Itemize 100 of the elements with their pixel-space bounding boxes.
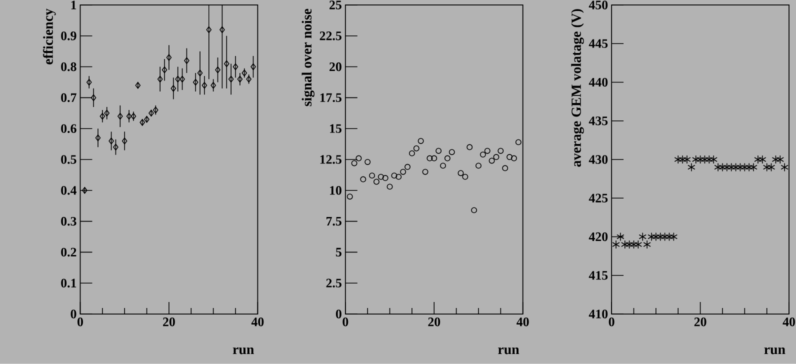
y-tick-label: 435 <box>588 116 608 126</box>
point <box>408 150 415 156</box>
x-axis-title: run <box>498 347 520 354</box>
y-tick-label: 0 <box>336 310 342 318</box>
point <box>95 134 101 142</box>
point <box>386 184 393 190</box>
point <box>184 57 190 64</box>
point <box>382 175 388 182</box>
point <box>113 144 118 151</box>
point <box>246 76 252 83</box>
point <box>440 162 446 169</box>
y-tick-label: 0.7 <box>61 93 76 102</box>
y-tick-label: 430 <box>588 155 608 164</box>
y-tick-label: 410 <box>588 310 608 318</box>
point <box>220 26 225 34</box>
point <box>82 187 88 194</box>
point <box>250 63 256 70</box>
point <box>422 168 428 175</box>
x-tick-label: 0 <box>342 318 348 326</box>
y-axis-title: signal over noise <box>302 8 314 106</box>
point <box>750 162 758 172</box>
point <box>108 138 114 144</box>
y-axis-title: efficiency <box>42 8 56 64</box>
point <box>378 174 384 180</box>
point <box>444 155 450 162</box>
point <box>166 54 172 61</box>
point <box>767 162 776 172</box>
y-tick-label: 415 <box>588 271 608 280</box>
point <box>674 155 682 164</box>
x-tick-label: 40 <box>251 318 264 326</box>
point <box>732 162 740 172</box>
point <box>634 240 642 249</box>
point <box>471 207 478 214</box>
y-tick-label: 0.9 <box>61 32 76 40</box>
x-tick-label: 20 <box>428 318 440 326</box>
point <box>660 232 669 242</box>
y-tick-label: 0.8 <box>61 62 76 72</box>
point <box>705 155 714 164</box>
point <box>369 172 376 179</box>
y-tick-label: 0.2 <box>61 248 76 257</box>
point <box>426 155 433 162</box>
y-tick-label: 0.4 <box>61 186 76 195</box>
point <box>86 78 92 86</box>
point <box>484 148 490 154</box>
y-tick-label: 445 <box>588 39 608 48</box>
y-tick-label: 420 <box>588 232 608 242</box>
point <box>228 76 234 83</box>
x-tick-label: 20 <box>163 318 175 326</box>
x-tick-label: 20 <box>694 318 706 326</box>
x-tick-label: 0 <box>78 318 83 326</box>
point <box>612 240 620 249</box>
point <box>400 168 406 175</box>
point <box>242 70 248 76</box>
point <box>157 76 163 83</box>
point <box>736 162 744 172</box>
point <box>135 82 141 89</box>
point <box>665 232 674 242</box>
point <box>648 232 656 242</box>
point <box>506 154 513 160</box>
point <box>364 159 371 166</box>
point <box>700 155 709 164</box>
y-tick-label: 25 <box>330 0 342 10</box>
point <box>466 144 473 150</box>
point <box>237 76 243 83</box>
point <box>488 158 495 164</box>
y-tick-label: 20 <box>330 62 342 72</box>
point <box>210 82 216 89</box>
point <box>90 94 96 102</box>
point <box>692 155 700 164</box>
point <box>118 112 123 120</box>
point <box>360 176 366 182</box>
point <box>515 139 522 146</box>
point <box>498 148 504 154</box>
point <box>180 76 185 83</box>
y-tick-label: 2.5 <box>326 278 342 288</box>
point <box>696 155 704 164</box>
point <box>723 162 731 172</box>
point <box>192 78 198 86</box>
point <box>346 194 353 200</box>
point <box>140 119 145 126</box>
point <box>448 149 455 156</box>
point <box>745 162 753 172</box>
point <box>162 66 168 74</box>
y-tick-label: 0 <box>70 310 76 318</box>
point <box>436 148 442 154</box>
point <box>148 110 154 117</box>
point <box>153 106 158 114</box>
y-tick-label: 17.5 <box>320 93 342 102</box>
y-tick-label: 15 <box>330 124 342 133</box>
point <box>728 162 736 172</box>
point <box>678 155 686 164</box>
point <box>630 240 638 249</box>
point <box>391 172 398 179</box>
point <box>356 155 362 162</box>
x-tick-label: 40 <box>516 318 529 326</box>
y-tick-label: 7.5 <box>326 217 342 226</box>
x-axis-title: run <box>232 347 254 354</box>
point <box>373 178 380 185</box>
point <box>224 60 230 68</box>
point <box>175 76 180 83</box>
